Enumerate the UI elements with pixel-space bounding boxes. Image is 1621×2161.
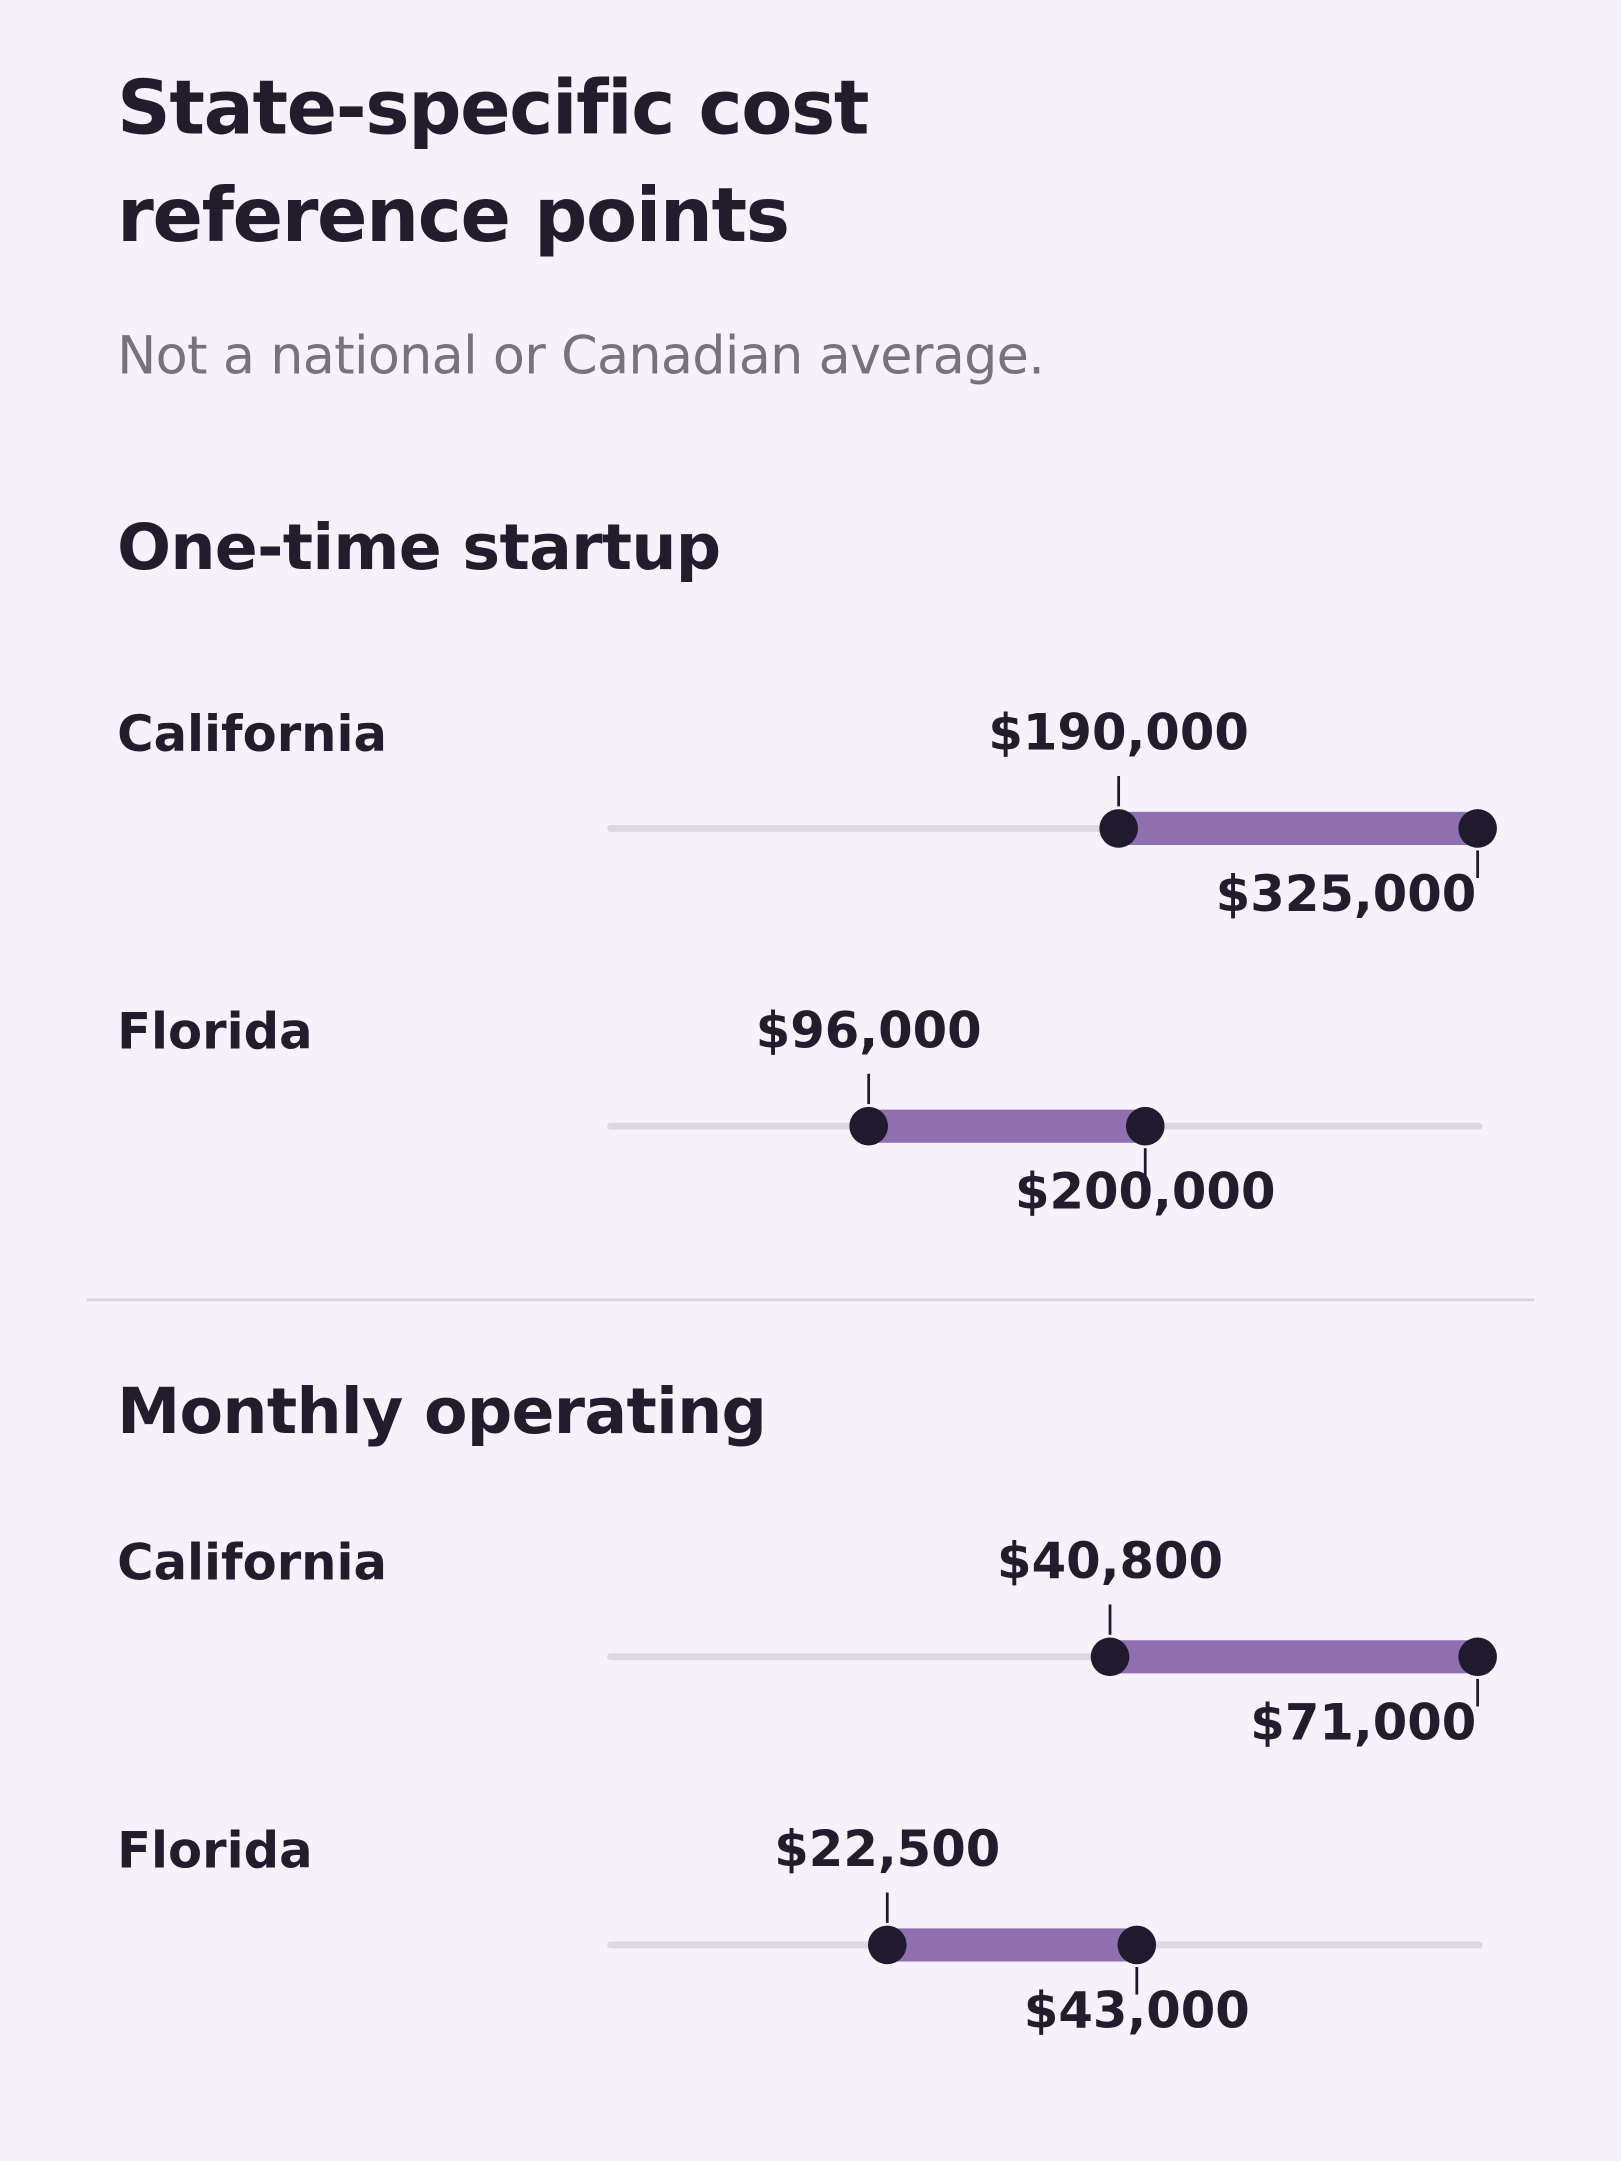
row-label: California bbox=[117, 1533, 387, 1591]
high-dot bbox=[1117, 1925, 1157, 1965]
low-dot bbox=[1090, 1637, 1130, 1677]
section-title: Monthly operating bbox=[117, 1374, 766, 1448]
high-label: $43,000 bbox=[1024, 1981, 1250, 2039]
page-subtitle: Not a national or Canadian average. bbox=[117, 325, 1045, 386]
high-dot bbox=[1458, 1637, 1497, 1677]
low-label: $190,000 bbox=[988, 704, 1248, 762]
row-label: California bbox=[117, 705, 387, 763]
high-dot bbox=[1458, 809, 1497, 848]
section-title: One-time startup bbox=[117, 510, 720, 584]
row-label: Florida bbox=[117, 1821, 312, 1879]
high-dot bbox=[1125, 1106, 1165, 1146]
low-label: $96,000 bbox=[756, 1001, 982, 1059]
row-label: Florida bbox=[117, 1003, 312, 1061]
high-label: $325,000 bbox=[1216, 865, 1476, 923]
low-dot bbox=[1099, 809, 1138, 848]
low-dot bbox=[867, 1925, 907, 1965]
low-label: $40,800 bbox=[997, 1532, 1223, 1590]
low-dot bbox=[849, 1106, 888, 1146]
high-label: $200,000 bbox=[1015, 1163, 1275, 1221]
low-label: $22,500 bbox=[774, 1820, 1000, 1878]
page-title: State-specific cost reference points bbox=[117, 64, 869, 260]
high-label: $71,000 bbox=[1250, 1693, 1476, 1751]
